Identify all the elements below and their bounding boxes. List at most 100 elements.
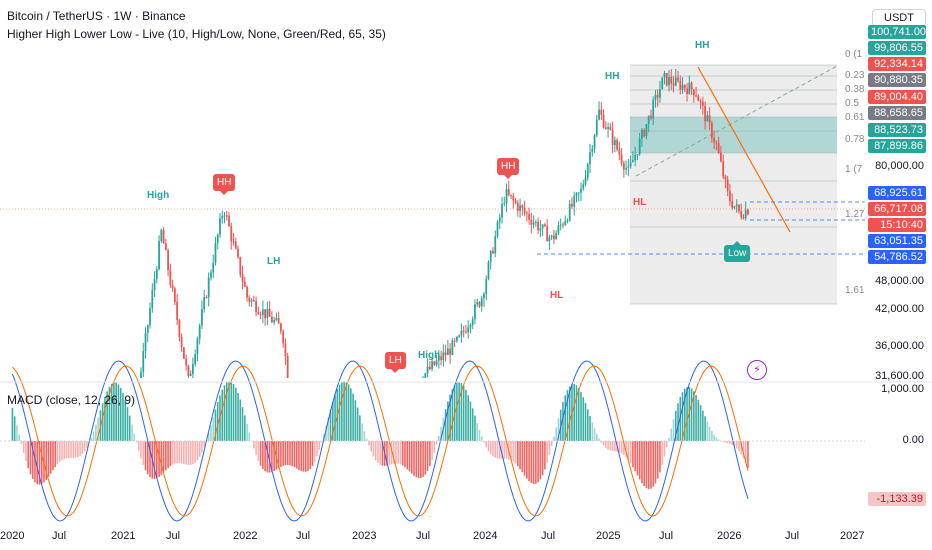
candle-body <box>659 89 661 98</box>
macd-histogram-bar <box>70 441 72 458</box>
candle-body <box>607 127 609 129</box>
macd-histogram-bar <box>90 437 93 441</box>
candle-body <box>489 250 492 263</box>
macd-histogram-bar <box>435 441 438 445</box>
macd-histogram-bar <box>187 441 190 465</box>
macd-histogram-bar <box>239 399 242 441</box>
macd-histogram-bar <box>368 441 370 446</box>
macd-histogram-bar <box>38 441 41 485</box>
macd-histogram-bar <box>58 441 61 462</box>
macd-histogram-bar <box>126 407 129 441</box>
macd-histogram-bar <box>717 439 720 441</box>
macd-histogram-bar <box>259 441 262 466</box>
candle-body <box>636 154 639 156</box>
macd-histogram-bar <box>234 387 237 441</box>
candle-body <box>250 300 253 302</box>
macd-histogram-bar <box>593 428 596 441</box>
candle-body <box>453 340 456 342</box>
candle-body <box>688 82 691 95</box>
candle-body <box>641 130 643 139</box>
macd-histogram-bar <box>424 441 427 475</box>
macd-histogram-bar <box>192 441 194 465</box>
x-tick-label: Jul <box>52 530 67 542</box>
macd-histogram-bar <box>494 441 497 458</box>
candle-body <box>259 314 262 316</box>
macd-histogram-bar <box>702 410 704 441</box>
macd-histogram-bar <box>693 391 695 441</box>
macd-histogram-bar <box>160 441 163 475</box>
macd-histogram-bar <box>476 422 479 441</box>
macd-histogram-bar <box>456 382 458 441</box>
candle-body <box>589 151 591 165</box>
macd-histogram-bar <box>480 436 483 441</box>
candle-body <box>584 177 587 185</box>
candle-body <box>708 115 711 123</box>
macd-histogram-bar <box>244 415 246 441</box>
macd-histogram-bar <box>302 441 305 472</box>
candle-body <box>577 192 580 194</box>
macd-histogram-bar <box>645 441 648 489</box>
macd-histogram-bar <box>681 392 684 441</box>
macd-histogram-bar <box>291 441 293 467</box>
macd-pane <box>0 360 932 522</box>
candle-body <box>446 348 449 356</box>
candle-body <box>182 347 185 359</box>
macd-histogram-bar <box>679 396 682 441</box>
macd-histogram-bar <box>429 441 431 466</box>
macd-histogram-bar <box>532 441 535 484</box>
candle-body <box>729 191 731 202</box>
macd-legend[interactable]: MACD (close, 12, 26, 9) <box>7 393 136 407</box>
candle-body <box>273 320 276 323</box>
macd-histogram-bar <box>546 441 548 463</box>
macd-histogram-bar <box>627 441 630 460</box>
candle-body <box>747 209 749 215</box>
candle-body <box>562 224 564 226</box>
candle-body <box>674 77 677 86</box>
candle-body <box>144 333 147 352</box>
candle-body <box>149 308 151 326</box>
macd-histogram-bar <box>352 393 354 441</box>
macd-histogram-bar <box>18 434 20 441</box>
swing-label: LH <box>267 256 281 267</box>
macd-histogram-bar <box>465 389 467 441</box>
macd-histogram-bar <box>410 441 413 474</box>
candle-body <box>261 309 264 316</box>
macd-histogram-bar <box>602 441 605 446</box>
macd-histogram-bar <box>311 441 314 466</box>
candle-body <box>180 337 183 348</box>
x-tick-label: Jul <box>166 530 181 542</box>
macd-histogram-bar <box>210 425 212 441</box>
candle-body <box>210 272 212 278</box>
candle-body <box>710 122 713 139</box>
macd-histogram-bar <box>196 441 199 461</box>
macd-histogram-bar <box>618 441 621 453</box>
macd-histogram-bar <box>363 431 366 441</box>
x-tick-label: 2024 <box>473 530 498 542</box>
candle-body <box>178 319 181 338</box>
candle-body <box>456 336 458 341</box>
macd-histogram-bar <box>119 388 122 441</box>
macd-histogram-bar <box>722 441 724 443</box>
candle-body <box>187 365 190 376</box>
candle-body <box>595 119 598 136</box>
candle-body <box>643 130 646 137</box>
macd-histogram-bar <box>345 381 348 441</box>
macd-histogram-bar <box>122 393 124 441</box>
macd-histogram-bar <box>264 441 266 472</box>
candle-body <box>492 250 494 254</box>
candle-body <box>733 206 736 208</box>
macd-histogram-bar <box>609 441 612 451</box>
candle-body <box>510 194 512 196</box>
macd-histogram-bar <box>341 382 343 441</box>
candle-body <box>282 331 285 344</box>
macd-histogram-bar <box>372 441 375 457</box>
indicator-legend[interactable]: Higher High Lower Low - Live (10, High/L… <box>7 27 386 41</box>
macd-histogram-bar <box>735 441 738 449</box>
macd-histogram-bar <box>361 423 363 441</box>
macd-histogram-bar <box>528 441 530 482</box>
candle-body <box>151 290 154 309</box>
macd-histogram-bar <box>523 441 526 476</box>
candle-body <box>665 73 668 86</box>
macd-histogram-bar <box>408 441 411 472</box>
